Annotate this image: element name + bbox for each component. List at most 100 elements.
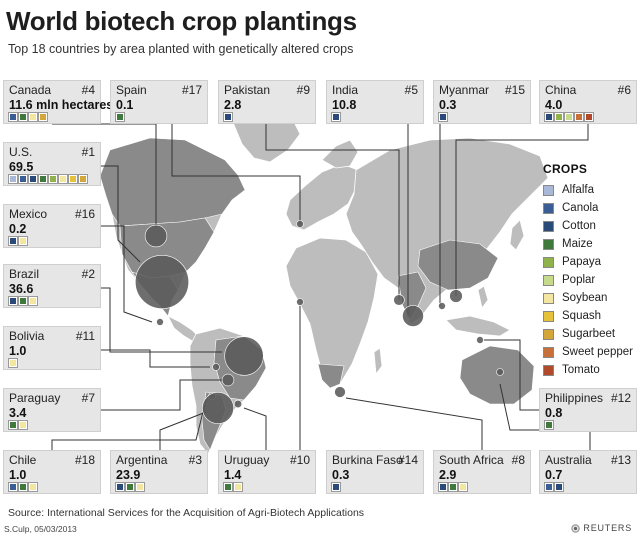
legend-item-papaya: Papaya	[543, 253, 633, 271]
bubble-mexico	[156, 318, 164, 326]
crop-swatch-cotton	[223, 112, 233, 122]
country-rank: #4	[81, 83, 95, 97]
card-us: U.S. #1 69.5	[3, 142, 101, 186]
country-value: 69.5	[9, 160, 34, 174]
crop-swatch-squash	[68, 174, 78, 184]
country-name: Spain	[116, 83, 147, 97]
country-name: Brazil	[9, 267, 40, 281]
leader-line-canada	[52, 123, 157, 228]
leader-line-mexico	[101, 225, 153, 323]
country-value: 0.8	[545, 406, 563, 420]
legend-item-squash: Squash	[543, 307, 633, 325]
crop-swatches	[438, 482, 468, 492]
legend-item-canola: Canola	[543, 199, 633, 217]
crop-swatch-cotton	[8, 236, 18, 246]
leader-line-us	[101, 165, 141, 263]
crop-swatches	[544, 482, 564, 492]
scandinavia-shape	[321, 139, 359, 169]
crop-swatch-soybean	[233, 482, 243, 492]
legend-swatch	[543, 328, 554, 340]
bubble-myanmar	[438, 302, 446, 310]
legend-item-maize: Maize	[543, 235, 633, 253]
bubble-us	[135, 255, 189, 309]
bubble-china	[449, 289, 463, 303]
country-name: South Africa	[439, 453, 504, 467]
legend-item-poplar: Poplar	[543, 271, 633, 289]
country-rank: #7	[81, 391, 95, 405]
legend-label: Canola	[562, 202, 599, 214]
crop-swatch-maize	[125, 482, 135, 492]
legend-swatch	[543, 364, 554, 376]
legend-label: Squash	[562, 310, 602, 322]
country-value: 0.1	[116, 98, 134, 112]
crop-swatch-cotton	[331, 112, 341, 122]
bubble-burkina	[296, 298, 304, 306]
card-burkina-faso: Burkina Faso #14 0.3	[326, 450, 424, 494]
crop-swatch-cotton	[438, 112, 448, 122]
crop-swatch-maize	[18, 112, 28, 122]
leader-line-paraguay	[101, 379, 222, 411]
canada-highlight	[99, 137, 246, 227]
country-rank: #10	[289, 453, 310, 467]
crop-swatch-sweet-pepper	[574, 112, 584, 122]
country-rank: #11	[75, 329, 95, 343]
crop-swatches	[438, 112, 448, 122]
country-name: U.S.	[9, 145, 33, 159]
crop-swatch-papaya	[48, 174, 58, 184]
country-value: 2.8	[224, 98, 242, 112]
crop-swatch-canola	[8, 112, 18, 122]
country-rank: #12	[610, 391, 631, 405]
crop-swatches	[8, 236, 28, 246]
crop-swatch-maize	[8, 420, 18, 430]
legend-title: CROPS	[543, 162, 588, 176]
crop-swatch-tomato	[584, 112, 594, 122]
crop-swatch-soybean	[58, 174, 68, 184]
legend-label: Papaya	[562, 256, 602, 268]
bubble-argentina	[202, 392, 234, 424]
country-value: 36.6	[9, 282, 34, 296]
card-argentina: Argentina #3 23.9	[110, 450, 208, 494]
country-name: Pakistan	[224, 83, 271, 97]
country-value: 0.3	[332, 468, 350, 482]
crop-swatch-maize	[38, 174, 48, 184]
bubble-brazil	[224, 336, 264, 376]
crop-swatch-canola	[544, 482, 554, 492]
legend-swatch	[543, 202, 554, 214]
card-bolivia: Bolivia #11 1.0	[3, 326, 101, 370]
legend-label: Maize	[562, 238, 593, 250]
legend-item-alfalfa: Alfalfa	[543, 181, 633, 199]
crop-swatch-soybean	[135, 482, 145, 492]
crop-swatch-soybean	[28, 482, 38, 492]
legend-label: Sweet pepper	[562, 346, 633, 358]
crop-swatch-cotton	[438, 482, 448, 492]
bubble-philippines	[476, 336, 484, 344]
country-name: Paraguay	[9, 391, 61, 405]
country-name: Argentina	[116, 453, 168, 467]
legend-swatch	[543, 184, 554, 196]
legend-label: Alfalfa	[562, 184, 594, 196]
reuters-dots-icon	[571, 523, 581, 533]
crop-swatch-cotton	[554, 482, 564, 492]
crop-swatch-papaya	[554, 112, 564, 122]
legend-label: Cotton	[562, 220, 596, 232]
bubble-bolivia	[212, 363, 220, 371]
country-rank: #9	[296, 83, 310, 97]
country-rank: #18	[74, 453, 95, 467]
legend-item-sugarbeet: Sugarbeet	[543, 325, 633, 343]
leader-line-pakistan	[265, 124, 400, 300]
crop-swatches	[8, 420, 28, 430]
source-note: Source: International Services for the A…	[8, 507, 365, 519]
country-value: 3.4	[9, 406, 27, 420]
country-value: 11.6 mln hectares	[9, 98, 114, 112]
crop-swatches	[8, 174, 88, 184]
country-rank: #2	[81, 267, 95, 281]
card-india: India #5 10.8	[326, 80, 424, 124]
card-chile: Chile #18 1.0	[3, 450, 101, 494]
crop-swatch-maize	[18, 296, 28, 306]
country-name: Mexico	[9, 207, 48, 221]
country-name: India	[332, 83, 359, 97]
crop-swatches	[223, 482, 243, 492]
country-rank: #13	[610, 453, 631, 467]
country-value: 4.0	[545, 98, 563, 112]
